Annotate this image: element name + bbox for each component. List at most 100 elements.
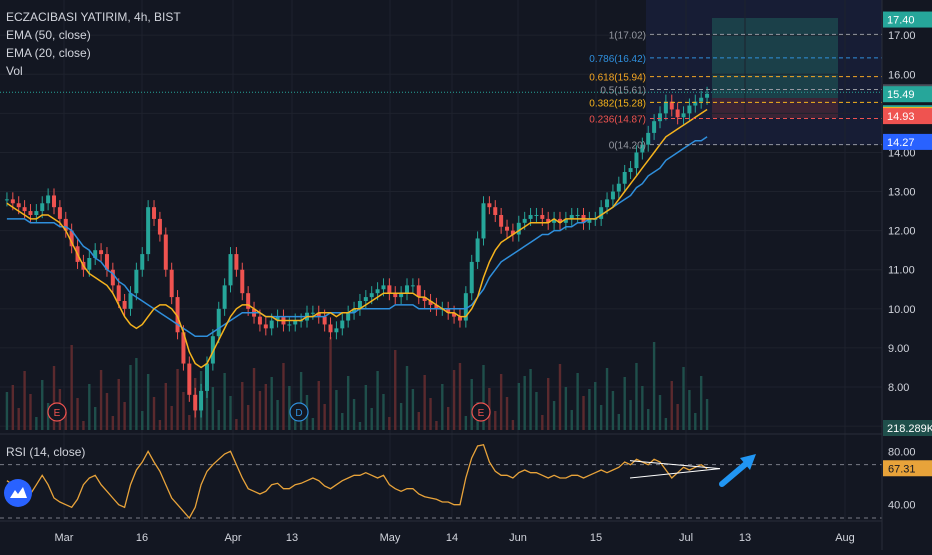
volume-bar [346,376,350,430]
candle-body [293,320,298,325]
volume-bar [264,384,268,430]
volume-bar [664,418,668,430]
x-tick-label: Jun [509,532,527,544]
candle-body [310,312,315,314]
candle-body [99,250,104,255]
candle-body [69,230,74,247]
target-zone [712,18,838,98]
volume-bar [288,386,291,430]
candle-body [140,254,145,270]
candle-body [222,285,227,309]
candle-body [152,207,157,219]
volume-bar [535,392,538,430]
y-tick-label: 11.00 [888,265,915,277]
volume-bar [582,396,585,430]
tradingview-logo-icon[interactable] [4,479,32,507]
volume-bar [105,393,109,430]
candle-body [187,363,192,395]
legend-ema20[interactable]: EMA (20, close) [6,46,91,60]
candle-body [493,207,498,215]
candle-body [57,207,62,219]
volume-bar [52,366,56,430]
candle-body [634,152,639,169]
candle-body [246,293,251,309]
volume-bar [376,371,379,430]
legend-ema50[interactable]: EMA (50, close) [6,28,91,42]
trendline-upper[interactable] [629,460,721,470]
candle-body [346,312,351,321]
candle-body [699,97,704,102]
volume-bar [235,419,238,430]
price-axis-badge-label: 14.93 [887,111,915,123]
y-tick-label: 9.00 [888,343,909,355]
candle-body [122,301,127,309]
candle-body [422,297,427,301]
candle-body [681,113,686,118]
volume-bar [629,400,632,430]
price-axis-badge-label: 17.40 [887,15,915,27]
chart-legend: ECZACIBASI YATIRIM, 4h, BIST EMA (50, cl… [6,8,181,80]
rsi-legend[interactable]: RSI (14, close) [6,445,86,459]
volume-bar [464,416,468,430]
candle-body [622,172,627,184]
volume-bar [41,380,44,430]
volume-bar [182,392,185,430]
volume-bar [599,405,603,430]
candle-body [687,105,692,114]
candle-body [546,218,551,223]
candle-body [116,285,121,301]
volume-bar [93,407,97,430]
fib-level-label: 0.236(14.87) [589,114,646,125]
volume-bar [29,394,32,430]
volume-bar [482,365,485,430]
candle-body [610,191,615,200]
event-marker[interactable]: E [47,402,67,422]
volume-bar [399,403,403,430]
volume-bar [82,421,85,430]
volume-bar [382,394,385,430]
volume-bar [505,397,509,430]
y-tick-label: 10.00 [888,304,916,316]
candle-body [10,199,15,204]
candle-body [693,101,698,106]
trend-arrow [719,454,756,487]
legend-symbol[interactable]: ECZACIBASI YATIRIM, 4h, BIST [6,10,181,24]
price-axis-badge: 14.93 [883,108,932,125]
candle-body [640,144,645,153]
volume-bar [164,383,167,430]
volume-bar [423,375,426,430]
volume-bar [523,376,526,430]
candle-body [434,304,439,309]
volume-bar [217,410,220,430]
volume-bar [576,373,579,430]
x-tick-label: 13 [739,532,751,544]
volume-bar [588,389,591,430]
volume-bar [564,387,568,430]
volume-bar [658,395,662,430]
candle-body [505,226,510,231]
volume-bar [282,363,285,430]
volume-bar [441,384,444,430]
volume-bar [446,407,450,430]
legend-vol[interactable]: Vol [6,64,23,78]
trendline-lower[interactable] [629,468,721,479]
rsi-line [6,443,708,520]
volume-bar [229,396,232,430]
volume-bar [270,377,273,430]
candle-body [22,207,27,212]
volume-bar [699,376,703,430]
candle-body [275,316,280,321]
candle-body [499,215,504,227]
candle-body [110,269,115,286]
price-axis-badge: 218.289K [883,420,932,436]
volume-bar [129,365,132,430]
volume-bar [611,391,615,430]
fib-level-label: 1(17.02) [609,30,646,41]
event-marker[interactable]: E [471,402,491,422]
event-marker[interactable]: D [289,402,309,422]
volume-bar [435,421,438,430]
volume-bar [276,400,279,430]
volume-bar [141,411,144,430]
candle-body [163,234,168,270]
